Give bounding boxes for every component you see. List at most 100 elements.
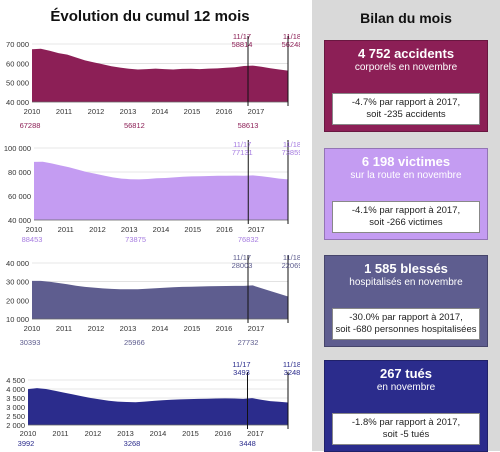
x-tick-label: 2012 — [89, 225, 106, 234]
y-tick-label: 10 000 — [6, 315, 29, 324]
x-tick-label: 2013 — [120, 107, 137, 116]
marker-date-label: 11/17 — [233, 32, 251, 41]
x-tick-label: 2017 — [247, 429, 264, 438]
bottom-value-label: 27732 — [238, 338, 259, 347]
card-main: 6 198 victimes — [361, 154, 451, 169]
series-area — [32, 280, 288, 319]
card-box-line2: soit -680 personnes hospitalisées — [335, 324, 477, 335]
bottom-value-label: 58613 — [238, 121, 259, 130]
card-box: -4.1% par rapport à 2017, soit -266 vict… — [332, 201, 480, 233]
y-tick-label: 30 000 — [6, 278, 29, 287]
x-tick-label: 2014 — [152, 107, 169, 116]
bottom-value-label: 3992 — [18, 439, 35, 448]
bottom-value-label: 76832 — [238, 235, 259, 244]
card-box: -30.0% par rapport à 2017, soit -680 per… — [332, 308, 480, 340]
marker-value-label: 3493 — [233, 368, 250, 377]
card-box-line1: -4.1% par rapport à 2017, — [351, 205, 461, 216]
x-tick-label: 2016 — [215, 429, 232, 438]
card-tues: 267 tués en novembre -1.8% par rapport à… — [324, 360, 488, 452]
card-box: -1.8% par rapport à 2017, soit -5 tués — [332, 413, 480, 445]
bottom-value-label: 56812 — [124, 121, 145, 130]
y-tick-label: 4 500 — [6, 376, 25, 385]
marker-value-label: 22069 — [282, 261, 300, 270]
card-box: -4.7% par rapport à 2017, soit -235 acci… — [332, 93, 480, 125]
bottom-value-label: 88453 — [22, 235, 43, 244]
x-tick-label: 2012 — [88, 107, 105, 116]
marker-value-label: 73859 — [282, 148, 300, 157]
card-sub: corporels en novembre — [354, 62, 458, 73]
y-tick-label: 80 000 — [8, 168, 31, 177]
marker-date-label: 11/17 — [233, 253, 251, 262]
card-main: 267 tués — [379, 366, 433, 381]
x-tick-label: 2010 — [24, 324, 41, 333]
y-tick-label: 60 000 — [8, 192, 31, 201]
y-tick-label: 70 000 — [6, 40, 29, 49]
y-tick-label: 3 500 — [6, 394, 25, 403]
x-tick-label: 2014 — [153, 225, 170, 234]
chart-blesses: 10 000 20 000 30 000 40 000 2010 2011 2012 2013… — [6, 253, 300, 347]
y-tick-label: 50 000 — [6, 79, 29, 88]
marker-value-label: 58814 — [232, 40, 253, 49]
x-tick-label: 2016 — [216, 324, 233, 333]
series-area — [32, 48, 288, 102]
card-box-line1: -30.0% par rapport à 2017, — [349, 312, 463, 323]
x-tick-label: 2015 — [182, 429, 199, 438]
card-box-line2: soit -5 tués — [382, 429, 430, 440]
series-area — [34, 161, 288, 220]
x-tick-label: 2014 — [150, 429, 167, 438]
marker-date-label: 11/18 — [283, 360, 300, 369]
x-tick-label: 2016 — [216, 107, 233, 116]
x-tick-label: 2010 — [20, 429, 37, 438]
x-tick-label: 2011 — [58, 225, 74, 234]
x-tick-label: 2017 — [248, 107, 265, 116]
marker-date-label: 11/18 — [283, 253, 300, 262]
x-tick-label: 2010 — [24, 107, 41, 116]
marker-value-label: 3248 — [284, 368, 300, 377]
marker-date-label: 11/18 — [283, 32, 300, 41]
x-tick-label: 2015 — [184, 107, 201, 116]
right-panel: Bilan du mois 4 752 accidents corporels … — [312, 0, 500, 452]
x-tick-label: 2015 — [184, 225, 201, 234]
x-tick-label: 2013 — [117, 429, 134, 438]
x-tick-label: 2017 — [248, 225, 265, 234]
chart-victimes: 40 000 60 000 80 000 100 000 2010 2011 2012 201… — [4, 140, 300, 244]
x-tick-label: 2017 — [248, 324, 265, 333]
y-tick-label: 3 000 — [6, 403, 25, 412]
card-box-line2: soit -235 accidents — [366, 109, 446, 120]
bottom-value-label: 67288 — [20, 121, 41, 130]
x-tick-label: 2011 — [56, 107, 72, 116]
marker-date-label: 11/17 — [232, 360, 250, 369]
card-main: 1 585 blessés — [364, 261, 448, 276]
card-accidents: 4 752 accidents corporels en novembre -4… — [324, 40, 488, 132]
y-tick-label: 100 000 — [4, 144, 31, 153]
card-sub: sur la route en novembre — [350, 170, 462, 181]
y-tick-label: 20 000 — [6, 296, 29, 305]
bottom-value-label: 30393 — [20, 338, 41, 347]
card-main: 4 752 accidents — [357, 46, 455, 61]
bottom-value-label: 3268 — [124, 439, 141, 448]
marker-value-label: 56248 — [282, 40, 300, 49]
y-tick-label: 40 000 — [6, 98, 29, 107]
chart-accidents: 40 000 50 000 60 000 70 000 2010 2011 2012 2013… — [6, 32, 300, 130]
right-title: Bilan du mois — [360, 10, 452, 26]
y-tick-label: 60 000 — [6, 59, 29, 68]
card-box-line1: -1.8% par rapport à 2017, — [351, 417, 461, 428]
marker-date-label: 11/18 — [283, 140, 300, 149]
bottom-value-label: 73875 — [125, 235, 146, 244]
y-tick-label: 2 000 — [6, 421, 25, 430]
y-tick-label: 40 000 — [6, 259, 29, 268]
bottom-value-label: 25966 — [124, 338, 145, 347]
x-tick-label: 2014 — [152, 324, 169, 333]
y-tick-label: 40 000 — [8, 216, 31, 225]
marker-date-label: 11/17 — [233, 140, 251, 149]
y-tick-label: 2 500 — [6, 412, 25, 421]
card-box-line1: -4.7% par rapport à 2017, — [351, 97, 461, 108]
left-title: Évolution du cumul 12 mois — [50, 8, 250, 25]
bottom-value-label: 3448 — [239, 439, 256, 448]
x-tick-label: 2012 — [88, 324, 105, 333]
x-tick-label: 2010 — [26, 225, 43, 234]
card-box-line2: soit -266 victimes — [369, 217, 443, 228]
marker-value-label: 77131 — [232, 148, 253, 157]
card-sub: en novembre — [376, 382, 436, 393]
